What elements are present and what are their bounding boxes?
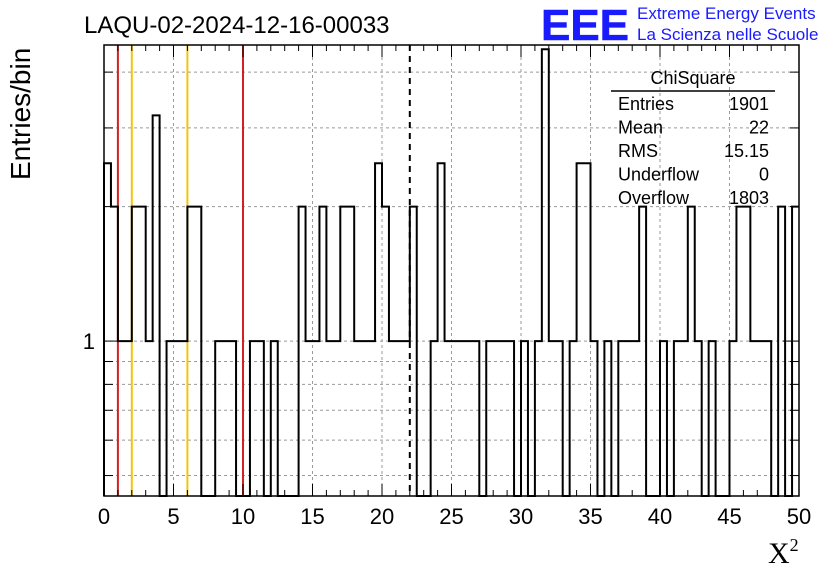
- stats-value: 22: [749, 118, 769, 138]
- axes: [103, 44, 800, 497]
- stats-label: Mean: [618, 118, 663, 138]
- stats-box: ChiSquare Entries 1901 Mean 22 RMS 15.15 Under…: [611, 68, 775, 208]
- x-axis-label-main: X: [768, 537, 790, 570]
- logo-line2: La Scienza nelle Scuole: [637, 25, 818, 44]
- eee-logo: EEE Extreme Energy Events La Scienza nel…: [541, 1, 819, 51]
- stats-value: 15.15: [724, 141, 769, 161]
- chart-title: LAQU-02-2024-12-16-00033: [84, 12, 390, 39]
- stats-value: 1901: [729, 94, 769, 114]
- stats-value: 0: [759, 165, 769, 185]
- histogram-outline: [103, 48, 799, 497]
- x-tick-label: 10: [231, 504, 255, 529]
- x-tick-label: 0: [98, 504, 110, 529]
- x-tick-label: 35: [578, 504, 602, 529]
- x-tick-label: 20: [370, 504, 394, 529]
- x-axis-label: X2: [768, 535, 799, 570]
- y-tick-labels: 1: [83, 329, 95, 354]
- histogram: [103, 48, 799, 497]
- x-tick-label: 5: [167, 504, 179, 529]
- x-tick-labels: 0 5 10 15 20 25 30 35 40 45 50: [98, 504, 811, 529]
- y-axis-label: Entries/bin: [5, 48, 36, 180]
- stats-label: RMS: [618, 141, 658, 161]
- stats-label: Entries: [618, 94, 674, 114]
- stats-value: 1803: [729, 188, 769, 208]
- stats-label: Underflow: [618, 165, 700, 185]
- x-axis-label-sup: 2: [790, 535, 799, 555]
- x-tick-label: 50: [787, 504, 811, 529]
- x-tick-label: 45: [717, 504, 741, 529]
- x-tick-label: 30: [509, 504, 533, 529]
- x-tick-label: 40: [648, 504, 672, 529]
- logo-line1: Extreme Energy Events: [637, 4, 816, 23]
- stats-label: Overflow: [618, 188, 690, 208]
- x-tick-label: 15: [300, 504, 324, 529]
- y-tick-label: 1: [83, 329, 95, 354]
- x-tick-label: 25: [439, 504, 463, 529]
- stats-title: ChiSquare: [650, 68, 735, 88]
- logo-mark: EEE: [541, 1, 629, 50]
